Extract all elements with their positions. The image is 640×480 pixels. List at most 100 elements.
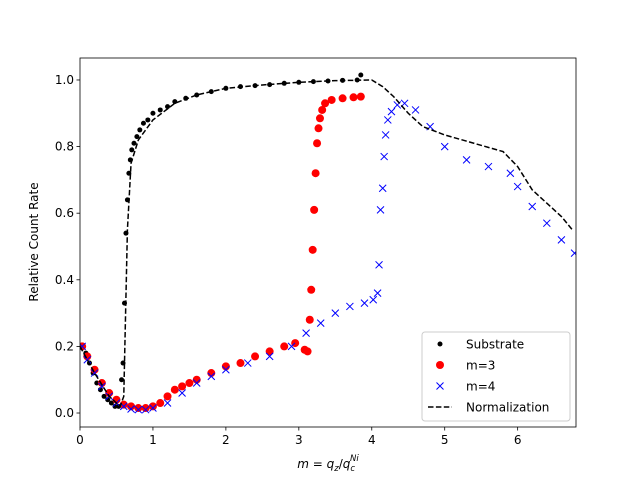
point bbox=[127, 405, 135, 413]
point bbox=[145, 117, 151, 123]
point bbox=[315, 114, 324, 123]
point bbox=[528, 202, 537, 211]
point bbox=[157, 107, 163, 113]
y-tick-label: 0.6 bbox=[55, 206, 74, 220]
point bbox=[141, 405, 150, 414]
point bbox=[172, 99, 178, 105]
point bbox=[163, 399, 172, 407]
point bbox=[129, 147, 135, 153]
point bbox=[369, 295, 378, 304]
point bbox=[137, 127, 143, 133]
point bbox=[287, 342, 296, 351]
point bbox=[150, 110, 156, 116]
y-axis-label: Relative Count Rate bbox=[27, 182, 41, 301]
point bbox=[119, 377, 125, 383]
point bbox=[127, 402, 136, 411]
point bbox=[165, 104, 171, 110]
point bbox=[141, 404, 150, 413]
x-axis-label-part: c bbox=[350, 464, 355, 474]
point bbox=[321, 99, 330, 108]
point bbox=[163, 392, 172, 401]
point bbox=[506, 169, 515, 178]
point bbox=[356, 92, 365, 101]
point bbox=[462, 156, 471, 164]
point bbox=[265, 352, 274, 361]
point bbox=[383, 116, 392, 124]
y-tick-label: 0.2 bbox=[55, 339, 74, 353]
point bbox=[296, 79, 302, 85]
point bbox=[281, 80, 287, 86]
y-tick-label: 0.4 bbox=[55, 273, 74, 287]
point bbox=[557, 235, 566, 244]
point bbox=[338, 94, 347, 103]
point bbox=[346, 302, 354, 311]
point bbox=[108, 400, 114, 406]
point bbox=[140, 120, 146, 126]
point bbox=[149, 404, 157, 412]
point bbox=[222, 365, 230, 374]
point bbox=[80, 342, 87, 351]
point bbox=[373, 289, 382, 297]
point bbox=[513, 182, 522, 191]
point bbox=[327, 95, 336, 104]
point bbox=[314, 124, 323, 133]
point bbox=[378, 184, 387, 193]
point bbox=[243, 359, 252, 367]
y-tick-label: 1.0 bbox=[55, 73, 74, 87]
point bbox=[305, 315, 314, 324]
point bbox=[251, 352, 260, 361]
legend-swatch bbox=[437, 341, 443, 347]
x-axis-label: m = qz/qcNi bbox=[297, 454, 359, 474]
x-tick-label: 1 bbox=[149, 433, 157, 447]
point bbox=[440, 142, 449, 151]
legend-swatch bbox=[436, 382, 444, 390]
x-axis-label-part: q bbox=[327, 457, 335, 471]
point bbox=[185, 379, 194, 388]
point bbox=[134, 404, 143, 413]
x-tick-label: 5 bbox=[441, 433, 449, 447]
point bbox=[207, 372, 216, 381]
point bbox=[119, 400, 128, 409]
legend-swatch bbox=[436, 361, 444, 369]
x-tick-label: 4 bbox=[368, 433, 376, 447]
x-tick-label: 0 bbox=[76, 433, 84, 447]
point bbox=[310, 205, 319, 214]
legend-label: Substrate bbox=[466, 338, 524, 352]
point bbox=[387, 107, 396, 116]
legend-label: m=3 bbox=[466, 359, 495, 373]
x-axis-label-part: q bbox=[343, 457, 351, 471]
y-tick-label: 0.0 bbox=[55, 406, 74, 420]
point bbox=[134, 405, 143, 414]
series-layer bbox=[80, 72, 576, 414]
point bbox=[178, 389, 186, 397]
point bbox=[484, 162, 493, 171]
point bbox=[265, 347, 274, 356]
line bbox=[80, 79, 573, 408]
x-axis-label-part: Ni bbox=[350, 454, 359, 464]
point bbox=[358, 72, 364, 78]
point bbox=[94, 380, 100, 386]
point bbox=[192, 379, 201, 387]
point bbox=[178, 382, 187, 391]
point bbox=[316, 319, 325, 327]
point bbox=[303, 347, 312, 356]
point bbox=[376, 206, 385, 214]
point bbox=[375, 260, 383, 269]
point bbox=[302, 329, 310, 337]
point bbox=[570, 249, 576, 258]
x-tick-label: 3 bbox=[295, 433, 303, 447]
point bbox=[134, 134, 140, 140]
legend-label: Normalization bbox=[466, 401, 549, 415]
legend-label: m=4 bbox=[466, 380, 495, 394]
axes-frame bbox=[79, 57, 577, 428]
point bbox=[170, 385, 179, 394]
point bbox=[381, 131, 390, 139]
point bbox=[349, 93, 358, 102]
point bbox=[280, 342, 289, 351]
point bbox=[148, 402, 157, 411]
point bbox=[83, 355, 92, 364]
point bbox=[307, 285, 316, 294]
point bbox=[331, 309, 340, 317]
point bbox=[313, 139, 322, 148]
